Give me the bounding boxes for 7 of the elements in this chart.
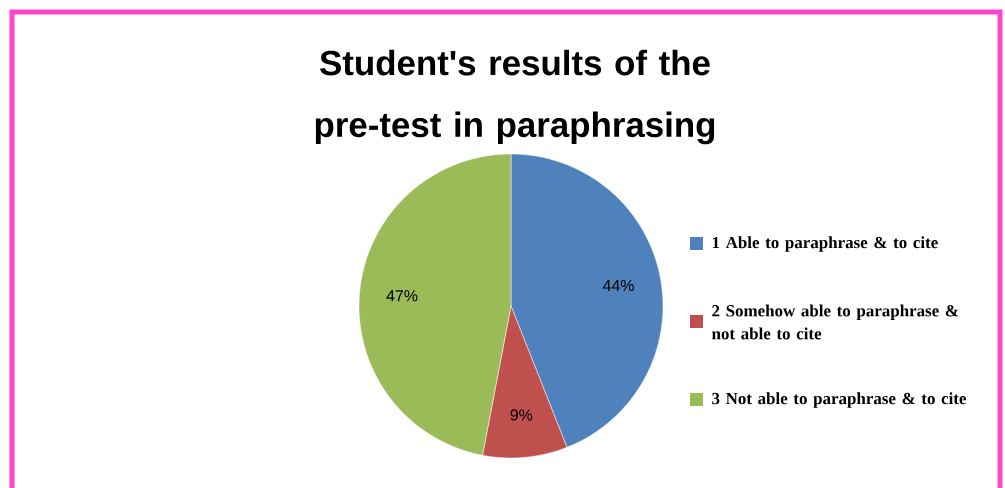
data-label: 47% bbox=[386, 290, 418, 302]
legend-label: 2 Somehow able to paraphrase & not able to cite bbox=[711, 304, 959, 340]
data-label: 44% bbox=[602, 279, 634, 292]
data-label: 9% bbox=[510, 409, 533, 421]
legend-label: 3 Not able to paraphrase & to cite bbox=[712, 392, 967, 408]
chart-title: Student's results of the pre-test in paraphrasing bbox=[315, 49, 715, 145]
legend-label: 1 Able to paraphrase & to cite bbox=[712, 236, 938, 252]
